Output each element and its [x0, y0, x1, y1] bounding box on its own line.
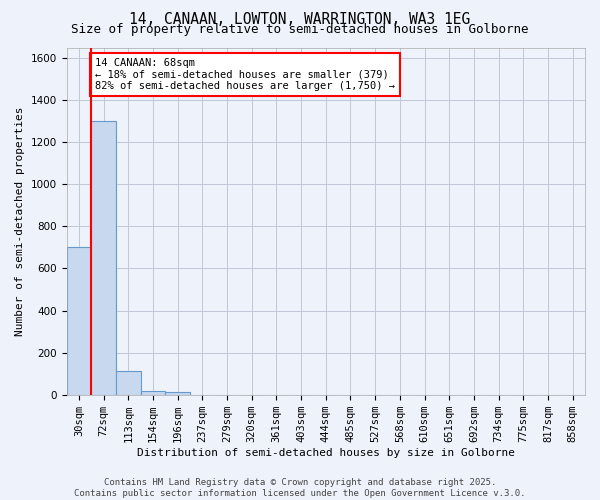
Bar	[67, 248, 91, 394]
Text: 14, CANAAN, LOWTON, WARRINGTON, WA3 1EG: 14, CANAAN, LOWTON, WARRINGTON, WA3 1EG	[130, 12, 470, 28]
Text: Contains HM Land Registry data © Crown copyright and database right 2025.
Contai: Contains HM Land Registry data © Crown c…	[74, 478, 526, 498]
Bar	[140, 390, 165, 394]
Text: Size of property relative to semi-detached houses in Golborne: Size of property relative to semi-detach…	[71, 22, 529, 36]
Y-axis label: Number of semi-detached properties: Number of semi-detached properties	[15, 106, 25, 336]
Bar	[165, 392, 190, 394]
Bar	[91, 121, 116, 394]
X-axis label: Distribution of semi-detached houses by size in Golborne: Distribution of semi-detached houses by …	[137, 448, 515, 458]
Text: 14 CANAAN: 68sqm
← 18% of semi-detached houses are smaller (379)
82% of semi-det: 14 CANAAN: 68sqm ← 18% of semi-detached …	[95, 58, 395, 91]
Bar	[116, 370, 140, 394]
